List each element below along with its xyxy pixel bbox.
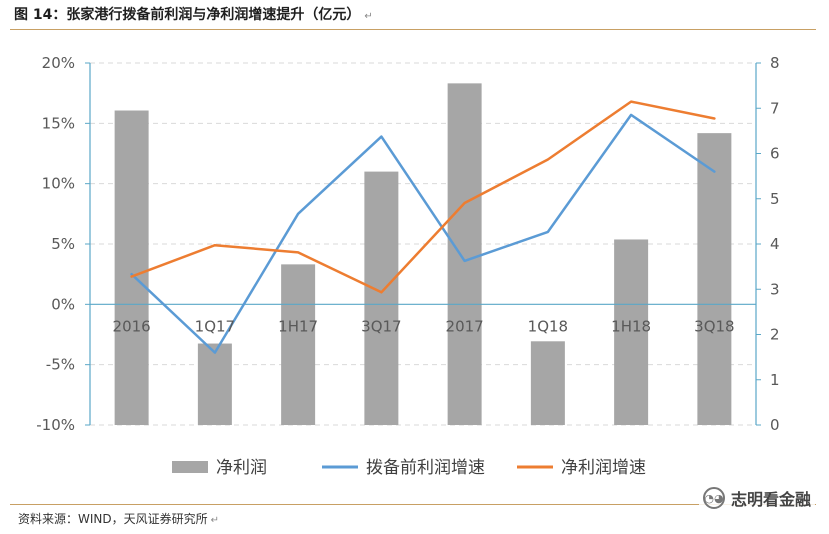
- right-tick-label: 5: [770, 190, 780, 208]
- source-note: 资料来源：WIND，天风证券研究所 ↵: [18, 510, 219, 527]
- wechat-logo-icon: ◔◕: [702, 487, 725, 509]
- legend: 净利润 拨备前利润增速 净利润增速: [172, 458, 646, 478]
- bar: [364, 171, 399, 425]
- bar: [447, 83, 482, 426]
- right-tick-label: 8: [770, 54, 780, 72]
- left-tick-label: 15%: [42, 114, 75, 132]
- series-line: [130, 113, 716, 354]
- left-tick-label: -10%: [36, 416, 75, 434]
- right-tick-label: 6: [770, 145, 780, 163]
- right-tick-label: 4: [770, 235, 780, 253]
- figure-title: 图 14：张家港行拨备前利润与净利润增速提升（亿元） ↵: [14, 2, 373, 28]
- bar: [197, 343, 232, 425]
- paragraph-mark-icon: ↵: [364, 11, 373, 22]
- x-tick-label: 2017: [446, 317, 484, 335]
- legend-label: 拨备前利润增速: [366, 458, 485, 478]
- left-tick-label: 20%: [42, 54, 75, 72]
- legend-label: 净利润: [216, 458, 267, 478]
- gridlines: [90, 62, 756, 426]
- x-tick-label: 1H18: [611, 317, 651, 335]
- x-tick-label: 1Q18: [528, 317, 568, 335]
- legend-label: 净利润增速: [561, 458, 646, 478]
- x-tick-label: 1Q17: [195, 317, 235, 335]
- watermark-text: 志明看金融: [730, 490, 811, 509]
- figure-title-text: 图 14：张家港行拨备前利润与净利润增速提升（亿元）: [14, 7, 361, 23]
- right-tick-label: 0: [770, 416, 780, 434]
- bar-series: [114, 83, 732, 426]
- x-tick-label: 3Q17: [361, 317, 401, 335]
- paragraph-mark-icon: ↵: [210, 515, 220, 526]
- watermark: ◔◕ 志明看金融: [698, 484, 815, 512]
- title-divider: [10, 29, 816, 30]
- line-series: [130, 100, 716, 354]
- x-tick-label: 3Q18: [694, 317, 734, 335]
- right-tick-label: 1: [770, 371, 780, 389]
- left-tick-label: 10%: [42, 175, 75, 193]
- left-tick-label: 5%: [51, 235, 75, 253]
- x-tick-label: 2016: [113, 317, 151, 335]
- right-tick-label: 3: [770, 280, 780, 298]
- source-text: 资料来源：WIND，天风证券研究所: [18, 512, 208, 526]
- series-line: [130, 100, 716, 294]
- footer-divider: [10, 504, 816, 505]
- left-tick-label: 0%: [51, 295, 75, 313]
- axes: 2016 1Q17 1H17 3Q17 2017 1Q18 1H18 3Q18-10%-5%0…: [36, 54, 779, 434]
- legend-swatch: [172, 461, 208, 473]
- bar: [614, 239, 649, 425]
- right-tick-label: 2: [770, 326, 780, 344]
- left-tick-label: -5%: [46, 356, 75, 374]
- bar: [114, 110, 149, 425]
- x-tick-label: 1H17: [278, 317, 318, 335]
- bar: [281, 264, 316, 425]
- bar: [530, 341, 565, 425]
- right-tick-label: 7: [770, 99, 780, 117]
- bar: [697, 133, 732, 425]
